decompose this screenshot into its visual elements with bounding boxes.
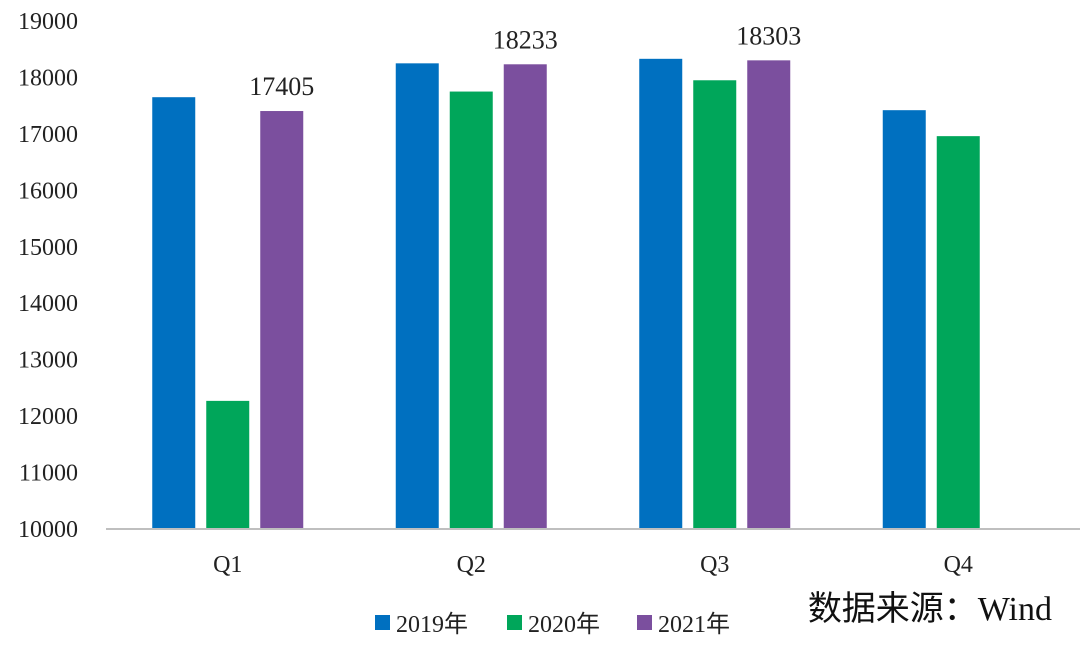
- y-tick-label: 11000: [19, 461, 78, 487]
- data-label: 18233: [493, 25, 558, 54]
- y-tick-label: 12000: [18, 404, 78, 430]
- x-category-label: Q2: [457, 552, 486, 578]
- y-tick-label: 14000: [18, 291, 78, 317]
- y-tick-label: 17000: [18, 122, 78, 148]
- legend-swatch: [375, 615, 390, 630]
- bar: [503, 64, 547, 529]
- legend-label: 2019年: [396, 611, 468, 638]
- data-label: 18303: [736, 21, 801, 50]
- legend-swatch: [507, 615, 522, 630]
- legend-label: 2021年: [658, 611, 730, 638]
- bar: [206, 400, 250, 529]
- bar: [639, 58, 683, 529]
- x-category-label: Q3: [700, 552, 729, 578]
- bar: [882, 110, 926, 529]
- bar: [260, 111, 304, 529]
- y-axis-ticks: 10000 11000 12000 13000 14000 15000 16000 17000…: [18, 9, 78, 543]
- bar: [693, 80, 737, 530]
- x-category-label: Q1: [213, 552, 242, 578]
- x-axis-categories: Q1 Q2 Q3 Q4: [213, 552, 973, 578]
- y-tick-label: 18000: [18, 65, 78, 91]
- legend-label: 2020年: [528, 611, 600, 638]
- y-tick-label: 19000: [18, 9, 78, 35]
- bar: [936, 136, 980, 529]
- bar: [152, 97, 196, 529]
- bar: [449, 91, 493, 530]
- y-tick-label: 10000: [18, 517, 78, 543]
- bar: [747, 60, 791, 530]
- bar: [395, 63, 439, 529]
- data-labels: 17405 18233 18303: [249, 21, 801, 101]
- source-note: 数据来源：Wind: [808, 590, 1052, 628]
- bars: [152, 58, 980, 530]
- legend: 2019年 2020年 2021年: [375, 611, 730, 638]
- x-category-label: Q4: [944, 552, 973, 578]
- y-tick-label: 15000: [18, 235, 78, 261]
- legend-swatch: [637, 615, 652, 630]
- y-tick-label: 16000: [18, 178, 78, 204]
- data-label: 17405: [249, 72, 314, 101]
- y-tick-label: 13000: [18, 348, 78, 374]
